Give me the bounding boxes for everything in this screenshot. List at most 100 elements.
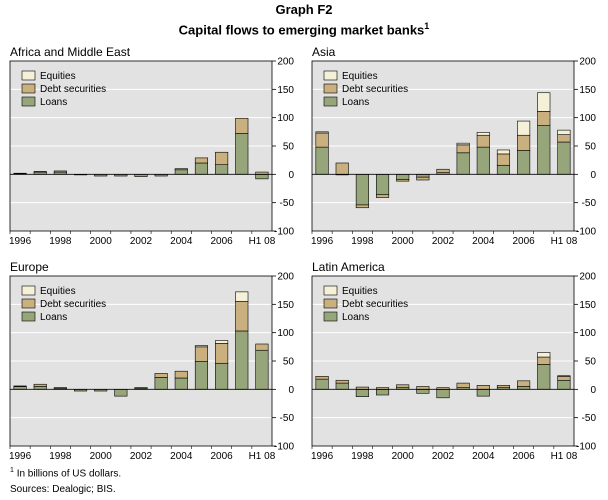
bar-loans	[416, 174, 430, 178]
bar-equities	[235, 291, 249, 302]
legend-swatch	[323, 311, 338, 322]
legend-swatch	[323, 70, 338, 81]
footnotes: 1 In billions of US dollars. Sources: De…	[10, 463, 121, 498]
x-tick-label: 2002	[130, 451, 153, 462]
x-tick-label: H1 08	[551, 236, 578, 247]
bar-loans	[557, 379, 571, 390]
x-tick-label: 1998	[49, 236, 72, 247]
x-tick-label: 1996	[311, 451, 334, 462]
panel-title: Europe	[10, 260, 49, 274]
bar-loans	[13, 386, 27, 390]
x-tick-label: 2002	[432, 451, 455, 462]
legend-swatch	[21, 285, 36, 296]
bar-debt-securities	[496, 153, 511, 166]
graph-title-footnote-marker: 1	[424, 21, 430, 31]
bar-debt-securities	[215, 151, 229, 166]
bar-debt-securities	[33, 171, 47, 173]
bar-debt-securities	[255, 343, 269, 351]
chart-panel-1: Asia 200 150 100 50 0 -50 -100 1996 1998 2000 2002 2…	[311, 45, 596, 247]
legend-swatch	[21, 70, 36, 81]
legend-label: Loans	[40, 312, 67, 323]
y-tick-label: -100	[576, 227, 596, 238]
y-tick-label: -100	[576, 442, 596, 453]
y-tick-label: -50	[582, 413, 597, 424]
bar-debt-securities	[215, 343, 229, 364]
bar-equities	[537, 352, 551, 358]
y-tick-label: 200	[277, 272, 294, 283]
legend-label: Equities	[342, 286, 378, 297]
bar-loans	[537, 364, 551, 390]
bar-loans	[174, 169, 188, 175]
bar-loans	[194, 162, 209, 175]
y-tick-label: 150	[579, 85, 596, 96]
y-tick-label: 100	[277, 328, 294, 339]
y-tick-label: 200	[579, 272, 596, 283]
bar-debt-securities	[476, 385, 490, 390]
x-tick-label: 1996	[311, 236, 334, 247]
bar-loans	[396, 174, 410, 180]
legend-label: Equities	[40, 286, 76, 297]
bar-debt-securities	[174, 370, 188, 379]
bar-equities	[557, 129, 571, 135]
bar-debt-securities	[33, 383, 47, 387]
bar-debt-securities	[396, 179, 410, 182]
bar-loans	[154, 377, 168, 390]
legend-label: Debt securities	[40, 84, 106, 95]
bar-debt-securities	[436, 168, 450, 173]
y-tick-label: 150	[277, 300, 294, 311]
bar-debt-securities	[134, 387, 148, 389]
x-tick-label: 2004	[472, 451, 495, 462]
y-tick-label: 0	[288, 385, 294, 396]
x-tick-label: H1 08	[249, 451, 276, 462]
bar-equities	[537, 92, 551, 112]
bar-loans	[375, 174, 390, 196]
bar-loans	[215, 362, 229, 390]
bar-debt-securities	[315, 132, 329, 148]
bar-debt-securities	[53, 387, 67, 389]
bar-debt-securities	[416, 386, 430, 390]
bar-loans	[255, 349, 269, 390]
y-tick-label: 50	[585, 357, 597, 368]
y-tick-label: -50	[280, 413, 295, 424]
x-tick-label: 2004	[472, 236, 495, 247]
legend-swatch	[323, 298, 338, 309]
bar-equities	[194, 345, 209, 348]
y-tick-label: 150	[277, 85, 294, 96]
bar-loans	[335, 382, 349, 390]
bar-loans	[436, 389, 450, 399]
x-tick-label: 2006	[512, 236, 535, 247]
footnote-1: 1 In billions of US dollars.	[10, 463, 121, 482]
bar-debt-securities	[335, 162, 349, 175]
footnote-marker: 1	[10, 467, 14, 474]
bar-debt-securities	[315, 375, 329, 380]
legend-label: Debt securities	[342, 299, 408, 310]
y-tick-label: 150	[579, 300, 596, 311]
y-tick-label: -50	[280, 198, 295, 209]
bar-equities	[315, 131, 329, 134]
legend-swatch	[21, 96, 36, 107]
bar-loans	[355, 174, 369, 206]
bar-loans	[476, 146, 490, 175]
bar-loans	[114, 389, 128, 397]
chart-panel-3: Latin America 200 150 100 50 0 -50 -100 1996 1998…	[311, 260, 596, 462]
x-tick-label: 2006	[210, 236, 233, 247]
bar-debt-securities	[456, 382, 470, 388]
bar-debt-securities	[517, 380, 531, 387]
bar-loans	[557, 141, 571, 175]
bar-loans	[355, 389, 369, 398]
bar-loans	[517, 386, 531, 390]
y-tick-label: 200	[579, 57, 596, 68]
graph-title: Capital flows to emerging market banks1	[0, 18, 608, 38]
legend-swatch	[21, 83, 36, 94]
y-tick-label: 50	[283, 142, 295, 153]
bar-debt-securities	[476, 134, 490, 148]
y-tick-label: 50	[283, 357, 295, 368]
x-tick-label: H1 08	[551, 451, 578, 462]
y-tick-label: 100	[277, 113, 294, 124]
x-tick-label: 1998	[351, 451, 374, 462]
bar-debt-securities	[537, 111, 551, 126]
legend-label: Debt securities	[40, 299, 106, 310]
bar-debt-securities	[496, 385, 511, 388]
x-tick-label: 1996	[9, 451, 32, 462]
